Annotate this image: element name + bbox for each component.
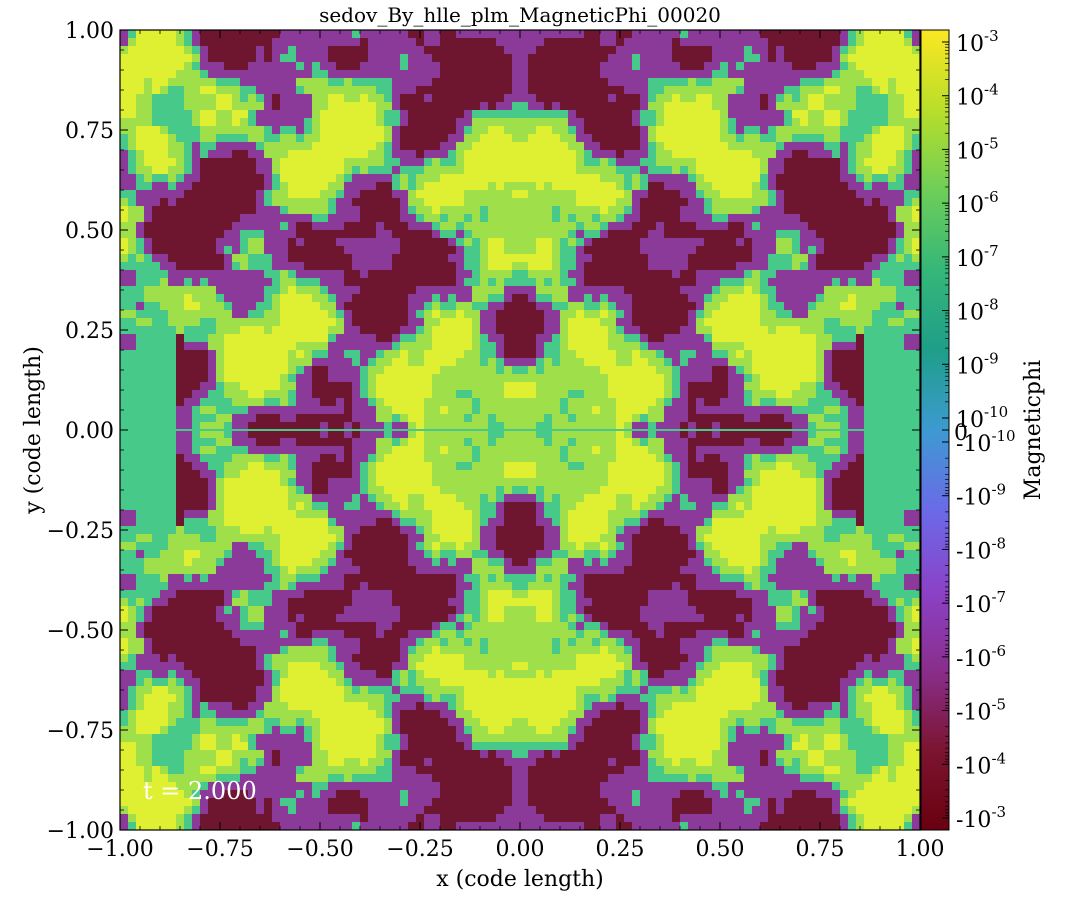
- y-tick-label: 1.00: [65, 19, 114, 44]
- colorbar-tick-label: -10-7: [956, 588, 1006, 618]
- field-region: [144, 30, 896, 830]
- colorbar-tick-label: 10-9: [956, 349, 999, 379]
- colorbar-ticks: 10-3 10-4 10-5 10-6 10-7 10-8 10-9 10-10-10-10 -…: [942, 27, 1016, 833]
- colorbar-tick-label: 10-4: [956, 81, 999, 111]
- colorbar-tick-label: 10-7: [956, 242, 999, 272]
- x-tick-label: 0.50: [696, 837, 745, 862]
- colorbar-tick-label: -10-5: [956, 696, 1006, 726]
- x-tick-label: 0.00: [496, 837, 545, 862]
- colorbar-tick-label: 10-3: [956, 27, 999, 57]
- heatmap-field: [120, 30, 920, 830]
- y-tick-label: 0.25: [65, 319, 114, 344]
- time-annotation: t = 2.000: [143, 777, 257, 805]
- y-tick-label: −0.75: [47, 719, 114, 744]
- y-tick-label: 0.00: [65, 419, 114, 444]
- chart-title: sedov_By_hlle_plm_MagneticPhi_00020: [319, 3, 721, 27]
- x-tick-label: −1.00: [86, 837, 153, 862]
- y-axis-ticks: 1.00 0.75 0.50 0.25 0.00 −0.25 −0.50 −0.75 −1.00: [47, 19, 920, 844]
- colorbar-tick-label: -10-8: [956, 534, 1006, 564]
- x-tick-label: 1.00: [896, 837, 945, 862]
- x-tick-label: 0.25: [596, 837, 645, 862]
- y-tick-label: 0.75: [65, 119, 114, 144]
- colorbar-zero-label: 0: [954, 421, 968, 446]
- x-tick-label: −0.50: [286, 837, 353, 862]
- x-tick-label: −0.25: [386, 837, 453, 862]
- y-tick-label: −0.25: [47, 519, 114, 544]
- colorbar-tick-label: 10-10: [956, 403, 1008, 433]
- y-tick-label: −1.00: [47, 819, 114, 844]
- y-tick-label: 0.50: [65, 219, 114, 244]
- x-tick-label: −0.75: [186, 837, 253, 862]
- colorbar-tick-label: -10-9: [956, 481, 1006, 511]
- colorbar-tick-label: 10-8: [956, 296, 999, 326]
- x-axis-ticks: −1.00 −0.75 −0.50 −0.25 0.00 0.25 0.50 0.75 1.00: [86, 30, 944, 862]
- field-midline: [120, 429, 920, 431]
- y-axis-label: y (code length): [21, 346, 46, 515]
- x-axis-label: x (code length): [436, 867, 604, 892]
- colorbar-tick-label: -10-3: [956, 803, 1006, 833]
- colorbar-tick-label: -10-6: [956, 642, 1006, 672]
- colorbar-tick-label: 10-6: [956, 188, 999, 218]
- colorbar-tick-label: 10-5: [956, 134, 999, 164]
- colorbar-label: Magneticphi: [1021, 360, 1046, 500]
- y-tick-label: −0.50: [47, 619, 114, 644]
- colorbar-tick-label: -10-4: [956, 749, 1006, 779]
- x-tick-label: 0.75: [796, 837, 845, 862]
- colorbar-tick-label: -10-10: [956, 427, 1016, 457]
